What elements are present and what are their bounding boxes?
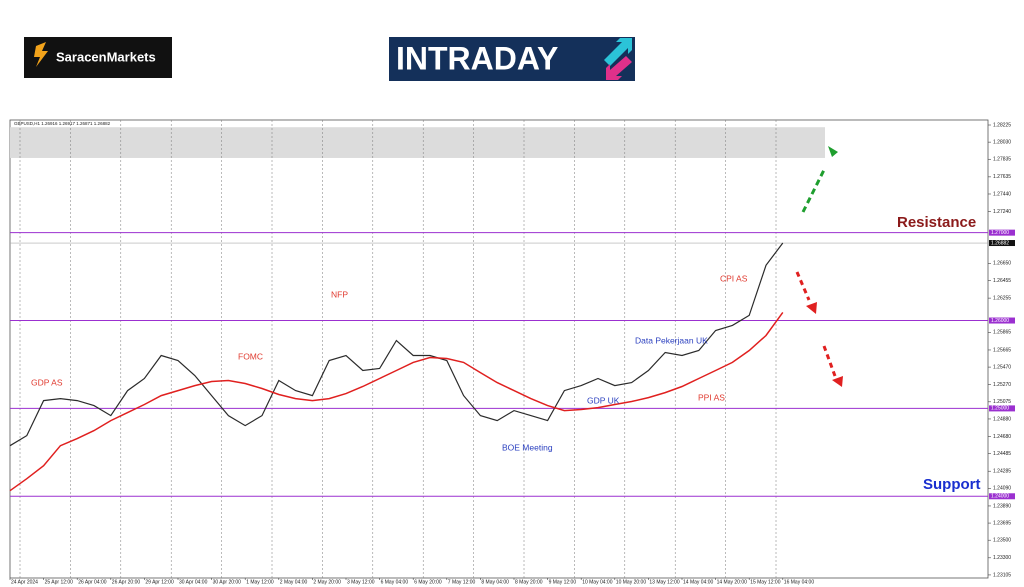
x-tick-label: 6 May 20:00	[414, 579, 442, 585]
x-tick-label: 24 Apr 2024	[11, 579, 38, 585]
x-tick-label: 7 May 12:00	[448, 579, 476, 585]
x-tick-label: 25 Apr 12:00	[45, 579, 74, 585]
support-label: Support	[923, 476, 981, 493]
x-tick-label: 10 May 04:00	[582, 579, 613, 585]
banner-text: INTRADAY	[396, 40, 558, 76]
x-tick-label: 2 May 04:00	[280, 579, 308, 585]
x-tick-label: 10 May 20:00	[616, 579, 647, 585]
annotation: BOE Meeting	[502, 442, 553, 452]
y-tick-label: 1.27440	[993, 191, 1011, 197]
level-label: 1.25000	[991, 406, 1009, 412]
annotation: NFP	[331, 289, 348, 299]
banner-arrow-up	[604, 38, 632, 66]
level-tag	[989, 405, 1015, 412]
x-tick-label: 30 Apr 20:00	[213, 579, 242, 585]
annotation: CPI AS	[720, 273, 748, 283]
y-tick-label: 1.25075	[993, 399, 1011, 405]
arrow-down	[822, 345, 837, 377]
level-label: 1.27000	[991, 230, 1009, 236]
level-tag	[989, 317, 1015, 324]
y-tick-label: 1.28030	[993, 139, 1011, 145]
y-tick-label: 1.25270	[993, 382, 1011, 388]
y-tick-label: 1.26650	[993, 261, 1011, 267]
banner-arrow-down	[606, 56, 632, 80]
arrow-down	[795, 271, 811, 301]
x-tick-label: 2 May 20:00	[313, 579, 341, 585]
y-tick-label: 1.23695	[993, 520, 1011, 526]
y-tick-label: 1.26455	[993, 278, 1011, 284]
level-tag	[989, 493, 1015, 500]
y-tick-label: 1.24090	[993, 486, 1011, 492]
y-tick-label: 1.24680	[993, 434, 1011, 440]
y-tick-label: 1.24880	[993, 416, 1011, 422]
y-tick-label: 1.24285	[993, 469, 1011, 475]
resistance-label: Resistance	[897, 214, 976, 231]
zone	[10, 127, 825, 158]
y-tick-label: 1.27240	[993, 209, 1011, 215]
x-tick-label: 9 May 12:00	[549, 579, 577, 585]
y-tick-label: 1.23500	[993, 538, 1011, 544]
y-tick-label: 1.23300	[993, 555, 1011, 561]
y-tick-label: 1.26255	[993, 295, 1011, 301]
level-label: 1.24000	[991, 494, 1009, 500]
arrow-up	[801, 167, 827, 213]
y-tick-label: 1.24485	[993, 451, 1011, 457]
y-tick-label: 1.25470	[993, 364, 1011, 370]
y-tick-label: 1.28225	[993, 122, 1011, 128]
brand-logo	[24, 37, 172, 78]
x-tick-label: 3 May 12:00	[347, 579, 375, 585]
arrow-up-head	[828, 146, 838, 157]
x-tick-label: 6 May 04:00	[381, 579, 409, 585]
x-tick-label: 14 May 04:00	[683, 579, 714, 585]
y-tick-label: 1.27635	[993, 174, 1011, 180]
symbol-info: GBPUSD,H1 1.26916 1.26917 1.26871 1.2688…	[14, 121, 111, 126]
x-tick-label: 8 May 04:00	[481, 579, 509, 585]
x-tick-label: 1 May 12:00	[246, 579, 274, 585]
annotation: GDP UK	[587, 395, 620, 405]
level-label: 1.26000	[991, 318, 1009, 324]
y-tick-label: 1.23105	[993, 572, 1011, 578]
brand-name: SaracenMarkets	[56, 49, 156, 64]
annotation: PPI AS	[698, 392, 725, 402]
y-tick-label: 1.23890	[993, 503, 1011, 509]
y-tick-label: 1.25865	[993, 330, 1011, 336]
x-tick-label: 8 May 20:00	[515, 579, 543, 585]
x-tick-label: 14 May 20:00	[717, 579, 748, 585]
brand-icon	[34, 42, 48, 67]
level-tag	[989, 229, 1015, 236]
y-tick-label: 1.25665	[993, 347, 1011, 353]
annotation: FOMC	[238, 351, 263, 361]
annotation: Data Pekerjaan UK	[635, 335, 708, 345]
x-tick-label: 26 Apr 20:00	[112, 579, 141, 585]
x-tick-label: 16 May 04:00	[784, 579, 815, 585]
y-tick-label: 1.27835	[993, 157, 1011, 163]
last-price-label: 1.26882	[991, 240, 1009, 246]
arrow-down-head	[806, 302, 817, 314]
last-price-tag	[989, 240, 1015, 247]
x-tick-label: 30 Apr 04:00	[179, 579, 208, 585]
price-line	[9, 242, 784, 447]
arrow-down-head	[832, 376, 843, 387]
banner	[389, 37, 635, 81]
x-tick-label: 26 Apr 04:00	[78, 579, 107, 585]
x-tick-label: 29 Apr 12:00	[145, 579, 174, 585]
annotation: GDP AS	[31, 377, 63, 387]
x-tick-label: 13 May 12:00	[649, 579, 680, 585]
x-tick-label: 15 May 12:00	[750, 579, 781, 585]
ma-line	[9, 311, 784, 492]
plot-frame	[9, 119, 989, 579]
